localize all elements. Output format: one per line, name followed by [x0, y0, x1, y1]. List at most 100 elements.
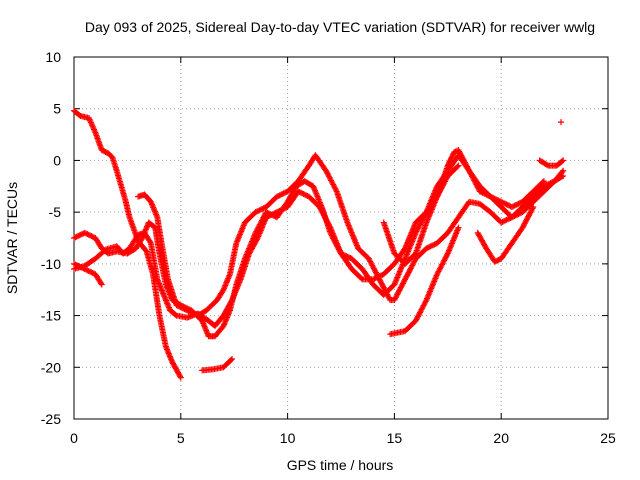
data-point: [253, 208, 260, 215]
data-point: [422, 298, 429, 305]
data-point: [88, 269, 95, 276]
data-point: [540, 178, 547, 185]
data-point: [430, 242, 437, 249]
data-point: [544, 181, 551, 188]
data-point: [268, 211, 275, 218]
y-tick-label: 5: [53, 101, 61, 117]
data-point: [299, 190, 306, 197]
data-point: [81, 266, 88, 273]
data-point: [178, 304, 185, 311]
data-point: [340, 251, 347, 258]
data-point: [558, 119, 565, 126]
data-point: [88, 233, 95, 240]
data-point: [184, 307, 191, 314]
data-point: [97, 280, 104, 287]
data-point: [454, 163, 461, 170]
data-point: [72, 234, 79, 241]
data-point: [559, 168, 566, 175]
data-point: [180, 305, 187, 312]
x-tick-label: 20: [493, 430, 509, 446]
data-point: [339, 251, 346, 258]
y-tick-label: -25: [41, 411, 61, 427]
data-point: [267, 211, 274, 218]
data-point: [498, 198, 505, 205]
data-point: [301, 191, 308, 198]
x-tick-label: 25: [600, 430, 616, 446]
data-point: [87, 268, 94, 275]
data-point: [264, 209, 271, 216]
data-point: [455, 224, 462, 231]
data-point: [219, 288, 226, 295]
data-point: [77, 264, 84, 271]
data-point: [279, 191, 286, 198]
data-point: [84, 231, 91, 238]
data-point: [444, 251, 451, 258]
data-point: [371, 275, 378, 282]
data-point: [338, 250, 344, 257]
data-point: [548, 179, 555, 186]
data-point: [189, 309, 196, 316]
axis-ticks: 0 5 10 15 20 25 -25 -20 -15 -10 -5 0 5 10: [41, 49, 616, 446]
data-point: [346, 254, 353, 261]
data-point: [514, 201, 521, 208]
data-point: [181, 306, 188, 313]
data-point: [85, 267, 92, 274]
data-point: [342, 252, 349, 259]
x-tick-label: 5: [177, 430, 185, 446]
data-point: [255, 207, 262, 214]
data-point: [75, 262, 82, 269]
data-point: [504, 202, 511, 209]
data-point: [260, 205, 267, 212]
data-point: [89, 233, 96, 240]
data-point: [76, 263, 83, 270]
data-point: [543, 161, 550, 168]
data-point: [344, 253, 351, 260]
data-point: [476, 188, 483, 195]
data-point: [85, 231, 92, 238]
data-point: [75, 233, 82, 240]
data-point: [546, 180, 553, 187]
data-point: [426, 244, 433, 251]
data-point: [229, 356, 236, 363]
data-point: [253, 236, 260, 243]
data-point: [431, 241, 438, 248]
data-point: [500, 218, 507, 225]
data-point: [511, 202, 518, 209]
data-point: [265, 210, 272, 217]
data-point: [529, 205, 536, 212]
y-tick-label: -5: [49, 204, 62, 220]
data-point: [498, 219, 505, 226]
data-point: [424, 244, 431, 251]
data-point: [449, 151, 456, 158]
data-point: [500, 200, 507, 207]
data-point: [560, 167, 567, 174]
data-point: [448, 154, 455, 161]
data-point: [506, 202, 513, 209]
data-point: [77, 231, 84, 238]
y-tick-label: -10: [41, 256, 61, 272]
data-point: [296, 189, 303, 196]
data-point: [269, 212, 276, 219]
data-point: [263, 209, 270, 216]
data-point: [499, 218, 506, 225]
data-point: [530, 203, 537, 210]
data-point: [138, 236, 145, 243]
data-point: [303, 192, 310, 199]
data-point: [73, 233, 80, 240]
data-point: [297, 189, 304, 196]
data-point: [508, 203, 515, 210]
data-point: [259, 205, 266, 212]
x-tick-label: 10: [280, 430, 296, 446]
data-point: [177, 304, 184, 311]
data-point: [516, 200, 523, 207]
data-point: [177, 374, 184, 381]
data-point: [515, 200, 522, 207]
data-point: [174, 302, 181, 309]
data-point: [89, 269, 96, 276]
data-point: [449, 153, 456, 160]
data-point: [147, 238, 154, 245]
data-point: [76, 232, 83, 239]
data-point: [98, 281, 105, 288]
data-point: [499, 199, 506, 206]
